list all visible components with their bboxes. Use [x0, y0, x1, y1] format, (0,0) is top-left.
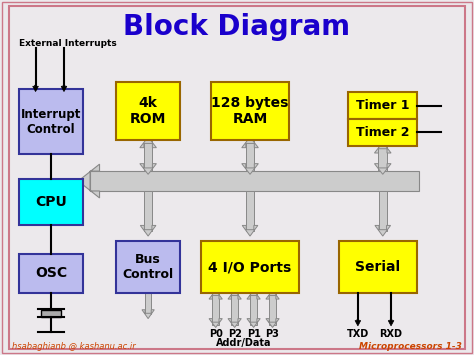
Bar: [212, 293, 219, 325]
Bar: [211, 82, 289, 140]
Bar: [339, 241, 417, 293]
FancyArrow shape: [374, 142, 391, 153]
Text: Microprocessors 1-3: Microprocessors 1-3: [359, 342, 462, 351]
FancyArrow shape: [140, 164, 156, 174]
Bar: [19, 179, 83, 225]
Text: CPU: CPU: [35, 195, 67, 209]
Bar: [250, 293, 257, 325]
Text: P2: P2: [228, 329, 242, 339]
Bar: [144, 191, 152, 231]
Text: Timer 1: Timer 1: [356, 99, 410, 112]
Text: TXD: TXD: [347, 329, 369, 339]
FancyArrow shape: [140, 225, 156, 236]
Text: 4 I/O Ports: 4 I/O Ports: [209, 260, 292, 274]
FancyArrow shape: [228, 290, 241, 299]
Bar: [19, 89, 83, 154]
FancyArrow shape: [242, 137, 258, 148]
FancyArrow shape: [33, 85, 38, 92]
Text: Interrupt
Control: Interrupt Control: [21, 108, 81, 136]
FancyArrow shape: [355, 320, 361, 326]
Bar: [348, 92, 417, 119]
Text: RXD: RXD: [380, 329, 402, 339]
FancyArrow shape: [242, 225, 258, 236]
FancyArrow shape: [228, 319, 241, 327]
Bar: [269, 293, 276, 325]
Text: External Interrupts: External Interrupts: [19, 39, 117, 48]
Bar: [144, 140, 153, 171]
Bar: [116, 82, 180, 140]
FancyArrow shape: [374, 164, 391, 174]
FancyArrow shape: [242, 164, 258, 174]
FancyArrow shape: [140, 137, 156, 148]
Bar: [116, 241, 180, 293]
FancyArrow shape: [266, 319, 279, 327]
Text: Addr/Data: Addr/Data: [216, 338, 272, 348]
Bar: [41, 310, 61, 317]
Text: OSC: OSC: [35, 266, 67, 280]
Text: P3: P3: [265, 329, 280, 339]
Bar: [19, 254, 83, 293]
FancyArrow shape: [78, 164, 100, 198]
FancyArrow shape: [247, 319, 260, 327]
Bar: [378, 146, 387, 171]
FancyArrow shape: [388, 320, 394, 326]
Bar: [145, 293, 151, 314]
Bar: [246, 191, 254, 231]
Text: Serial: Serial: [356, 260, 401, 274]
FancyArrow shape: [61, 85, 67, 92]
Text: Timer 2: Timer 2: [356, 126, 410, 139]
Bar: [201, 241, 299, 293]
Bar: [90, 171, 419, 191]
FancyArrow shape: [266, 290, 279, 299]
Text: P1: P1: [246, 329, 261, 339]
Bar: [348, 119, 417, 146]
Text: hsabaghianb @ kashanu.ac.ir: hsabaghianb @ kashanu.ac.ir: [12, 342, 136, 351]
Text: Block Diagram: Block Diagram: [123, 13, 351, 40]
Bar: [231, 293, 238, 325]
Text: P0: P0: [209, 329, 223, 339]
FancyArrow shape: [247, 290, 260, 299]
FancyArrow shape: [209, 290, 222, 299]
Bar: [246, 140, 254, 171]
FancyArrow shape: [375, 225, 391, 236]
Text: Bus
Control: Bus Control: [123, 253, 173, 281]
Text: 128 bytes
RAM: 128 bytes RAM: [211, 96, 289, 126]
FancyArrow shape: [209, 319, 222, 327]
FancyArrow shape: [142, 310, 155, 319]
Bar: [379, 191, 387, 231]
Text: 4k
ROM: 4k ROM: [130, 96, 166, 126]
